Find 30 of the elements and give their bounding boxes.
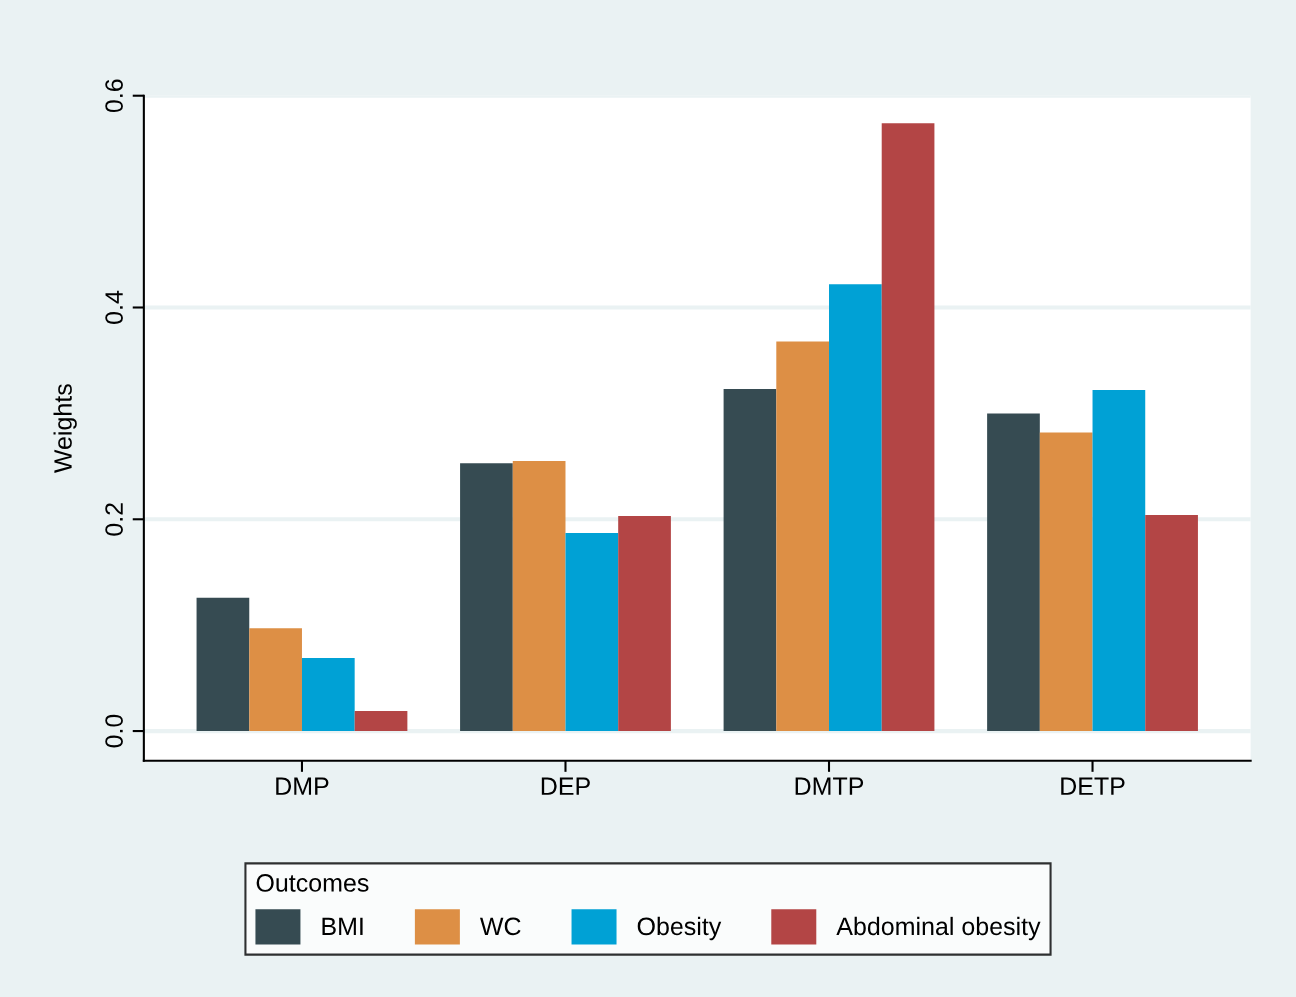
y-tick-label: 0.6 <box>105 79 123 113</box>
x-tick-label: DMTP <box>795 777 864 795</box>
bar <box>829 284 882 732</box>
x-tick-label: DETP <box>1061 777 1125 795</box>
legend-label: WC <box>479 917 521 936</box>
bar <box>776 341 830 732</box>
bar <box>512 461 566 732</box>
bar <box>249 628 302 732</box>
bar <box>618 516 671 732</box>
legend-label: Obesity <box>637 916 722 941</box>
y-axis-title: Weights <box>53 384 77 474</box>
bar <box>460 463 513 732</box>
legend-title: Outcomes <box>256 874 369 892</box>
x-tick-label: DMP <box>276 777 329 795</box>
bar <box>723 389 777 732</box>
bar <box>301 658 355 732</box>
legend-label: Abdominal obesity <box>836 916 1041 941</box>
y-tick-label: 0.4 <box>105 290 123 324</box>
bar <box>1145 515 1198 732</box>
bar <box>1039 432 1093 732</box>
x-tick-label: DEP <box>541 777 590 795</box>
bar <box>196 597 250 732</box>
legend-label: BMI <box>322 917 363 935</box>
bar <box>1092 390 1146 732</box>
bar <box>565 533 619 732</box>
bar <box>354 710 408 732</box>
y-tick-label: 0.0 <box>105 714 123 748</box>
y-tick-label: 0.2 <box>105 503 123 536</box>
bar <box>881 123 935 732</box>
bar <box>987 413 1040 732</box>
